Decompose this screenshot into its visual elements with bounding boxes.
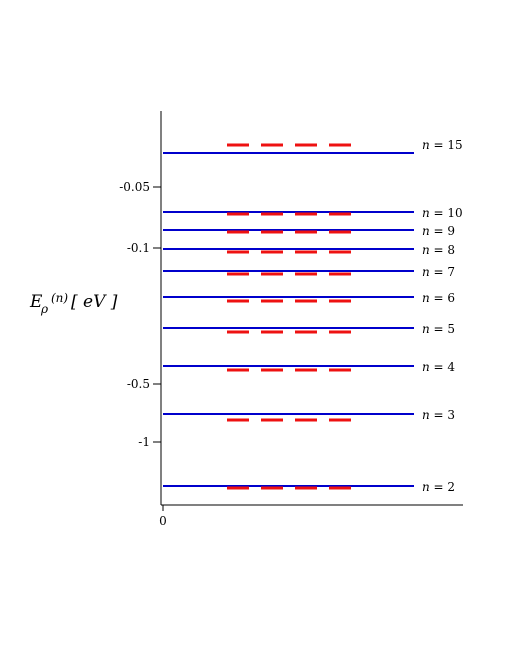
level-label-eq: = 8 bbox=[430, 243, 455, 257]
level-label-var: n bbox=[422, 265, 430, 279]
y-ticks: -0.05 -0.1 -0.5 -1 bbox=[119, 180, 161, 449]
energy-levels bbox=[163, 143, 414, 490]
level-label: n = 6 bbox=[422, 291, 455, 305]
level-label-eq: = 15 bbox=[430, 138, 463, 152]
level-label-eq: = 5 bbox=[430, 322, 455, 336]
level-label-eq: = 9 bbox=[430, 224, 455, 238]
svg-text:E: E bbox=[29, 292, 43, 312]
y-label-superscript: (n) bbox=[51, 291, 68, 305]
level-label-var: n bbox=[422, 480, 430, 494]
level-label: n = 5 bbox=[422, 322, 455, 336]
level-label-var: n bbox=[422, 408, 430, 422]
y-label-symbol: E bbox=[29, 292, 43, 312]
y-tick-label: -0.1 bbox=[127, 241, 150, 255]
level-label: n = 7 bbox=[422, 265, 455, 279]
level-label-var: n bbox=[422, 138, 430, 152]
level-label: n = 10 bbox=[422, 206, 463, 220]
level-label-eq: = 6 bbox=[430, 291, 455, 305]
level-labels: n = 2n = 3n = 4n = 5n = 6n = 7n = 8n = 9… bbox=[422, 138, 463, 494]
level-label-var: n bbox=[422, 224, 430, 238]
level-label-var: n bbox=[422, 291, 430, 305]
level-label-eq: = 3 bbox=[430, 408, 455, 422]
level-label-var: n bbox=[422, 360, 430, 374]
level-label: n = 2 bbox=[422, 480, 455, 494]
svg-text:ρ: ρ bbox=[40, 302, 48, 316]
level-label: n = 9 bbox=[422, 224, 455, 238]
level-label-var: n bbox=[422, 243, 430, 257]
y-axis-label: E ρ (n) [ eV ] bbox=[29, 291, 118, 316]
y-tick-label: -0.5 bbox=[127, 377, 150, 391]
level-label: n = 4 bbox=[422, 360, 455, 374]
level-label-eq: = 2 bbox=[430, 480, 455, 494]
level-label-eq: = 10 bbox=[430, 206, 463, 220]
level-label-var: n bbox=[422, 206, 430, 220]
level-label-eq: = 7 bbox=[430, 265, 455, 279]
svg-text:(n): (n) bbox=[51, 291, 68, 305]
level-label: n = 15 bbox=[422, 138, 463, 152]
level-label: n = 3 bbox=[422, 408, 455, 422]
x-tick-label: 0 bbox=[159, 514, 167, 528]
level-label-var: n bbox=[422, 322, 430, 336]
y-tick-label: -0.05 bbox=[119, 180, 150, 194]
svg-text:[ eV ]: [ eV ] bbox=[71, 292, 118, 312]
y-tick-label: -1 bbox=[138, 435, 150, 449]
level-label: n = 8 bbox=[422, 243, 455, 257]
level-label-eq: = 4 bbox=[430, 360, 456, 374]
y-label-unit: [ eV ] bbox=[71, 292, 118, 312]
y-label-subscript: ρ bbox=[40, 302, 48, 316]
